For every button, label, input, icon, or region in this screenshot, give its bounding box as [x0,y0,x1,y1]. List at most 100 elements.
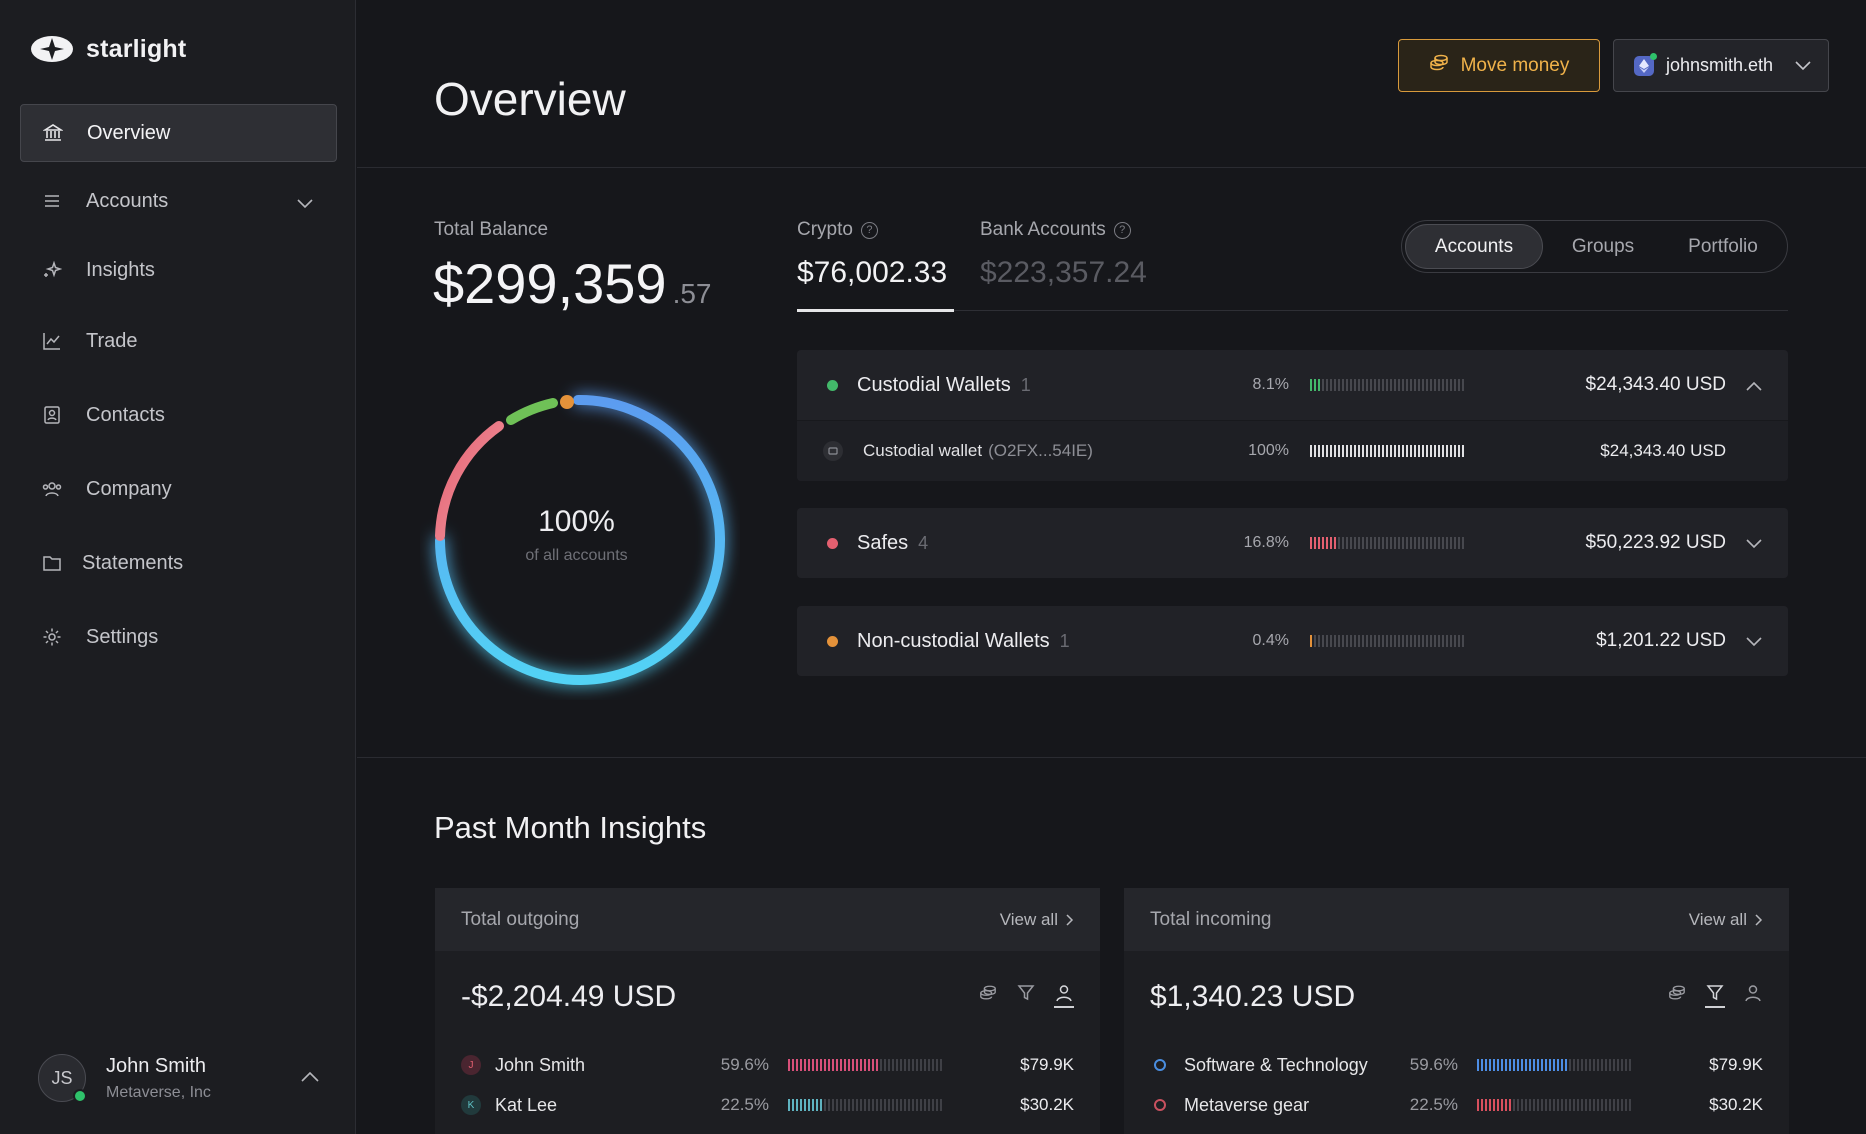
bar-tick [1561,1059,1563,1071]
bar-tick [1346,537,1348,549]
filter-icon[interactable] [1016,984,1036,1008]
bar-tick [1362,445,1364,457]
sidebar-item-label: Settings [86,625,159,648]
coins-filter-icon[interactable] [978,984,998,1008]
bar-tick [1434,379,1436,391]
list-item[interactable]: Software & Technology 59.6% $79.9K [1150,1053,1763,1077]
list-item[interactable]: K Kat Lee 22.5% $30.2K [461,1093,1074,1117]
bar-tick [1394,635,1396,647]
group-bar [1310,537,1464,549]
view-all-link[interactable]: View all [1000,910,1074,930]
bar-tick [1446,537,1448,549]
bar-tick [1374,635,1376,647]
coins-icon [1429,53,1449,79]
tab-bank-accounts[interactable]: Bank Accounts ? [980,219,1131,241]
sidebar-item-contacts[interactable]: Contacts [20,386,337,444]
bar-tick [1422,635,1424,647]
bar-tick [1513,1099,1515,1111]
app-name: starlight [86,34,187,63]
bar-tick [824,1059,826,1071]
bar-tick [1346,445,1348,457]
view-all-link[interactable]: View all [1689,910,1763,930]
contact-initial-badge: J [461,1055,481,1075]
coins-filter-icon[interactable] [1667,984,1687,1008]
user-profile[interactable]: JS John Smith Metaverse, Inc [38,1054,211,1103]
bar-tick [1370,635,1372,647]
bar-tick [1398,379,1400,391]
sidebar-item-statements[interactable]: Statements [20,534,337,592]
group-count: 1 [1059,630,1070,651]
chevron-up-icon[interactable] [1746,378,1762,396]
chevron-down-icon[interactable] [1746,536,1762,554]
bar-tick [1450,445,1452,457]
bar-tick [1438,379,1440,391]
bar-tick [1326,445,1328,457]
sidebar-item-settings[interactable]: Settings [20,608,337,666]
contact-name: Kat Lee [495,1094,558,1115]
bar-tick [924,1059,926,1071]
bar-tick [1398,445,1400,457]
bar-tick [1362,537,1364,549]
account-row[interactable]: Custodial wallet (O2FX...54IE) 100% $24,… [797,420,1788,481]
help-icon[interactable]: ? [860,221,878,239]
person-filter-icon[interactable] [1743,984,1763,1008]
bar-tick [1414,635,1416,647]
bar-tick [1569,1059,1571,1071]
move-money-label: Move money [1460,54,1570,76]
bar-tick [1410,379,1412,391]
chevron-down-icon[interactable] [297,192,313,215]
bar-tick [1366,635,1368,647]
account-group-custodial[interactable]: Custodial Wallets 1 8.1% $24,343.40 USD … [797,350,1788,481]
sidebar-item-trade[interactable]: Trade [20,312,337,370]
wallet-selector[interactable]: johnsmith.eth [1613,39,1829,92]
bar-tick [1565,1059,1567,1071]
filter-icon[interactable] [1705,984,1725,1008]
donut-segment-non-custodial [560,395,574,409]
bar-tick [1326,537,1328,549]
crypto-value: $76,002.33 [797,256,948,289]
chevron-down-icon[interactable] [1746,634,1762,652]
bar-tick [836,1099,838,1111]
avatar: JS [38,1054,87,1103]
sidebar-item-company[interactable]: Company [20,460,337,518]
bar-tick [1489,1099,1491,1111]
bar-tick [1521,1059,1523,1071]
bar-tick [1350,537,1352,549]
bar-tick [1446,635,1448,647]
bar-tick [1617,1059,1619,1071]
person-filter-icon[interactable] [1054,984,1074,1008]
help-icon[interactable]: ? [1113,221,1131,239]
bar-tick [1342,379,1344,391]
chevron-up-icon[interactable] [300,1070,320,1088]
bar-tick [1326,379,1328,391]
move-money-button[interactable]: Move money [1398,39,1600,92]
donut-percent: 100% [538,505,615,538]
list-item[interactable]: J John Smith 59.6% $79.9K [461,1053,1074,1077]
incoming-card: Total incoming View all $1,340.23 USD So… [1124,888,1789,1134]
active-tab-indicator [797,309,954,312]
account-group-safes[interactable]: Safes 4 16.8% $50,223.92 USD [797,508,1788,578]
view-switcher: Accounts Groups Portfolio [1401,220,1788,273]
sidebar-item-overview[interactable]: Overview [20,104,337,162]
bar-tick [1525,1059,1527,1071]
tab-crypto[interactable]: Crypto ? [797,219,878,241]
bar-tick [880,1099,882,1111]
view-tab-groups[interactable]: Groups [1571,235,1635,257]
bar-tick [1617,1099,1619,1111]
list-item[interactable]: Metaverse gear 22.5% $30.2K [1150,1093,1763,1117]
bar-tick [904,1059,906,1071]
sidebar-item-insights[interactable]: Insights [20,241,337,299]
bar-tick [852,1059,854,1071]
bar-tick [1489,1059,1491,1071]
bar-tick [1374,445,1376,457]
chart-icon [40,329,64,353]
app-logo[interactable]: starlight [30,34,186,64]
sidebar-item-accounts[interactable]: Accounts [20,172,337,230]
account-group-non-custodial[interactable]: Non-custodial Wallets 1 0.4% $1,201.22 U… [797,606,1788,676]
view-tab-portfolio[interactable]: Portfolio [1688,235,1758,257]
view-tab-accounts[interactable]: Accounts [1405,224,1543,269]
bar-tick [1569,1099,1571,1111]
people-icon [40,477,64,501]
group-color-dot [827,379,838,391]
chevron-right-icon [1066,913,1074,926]
